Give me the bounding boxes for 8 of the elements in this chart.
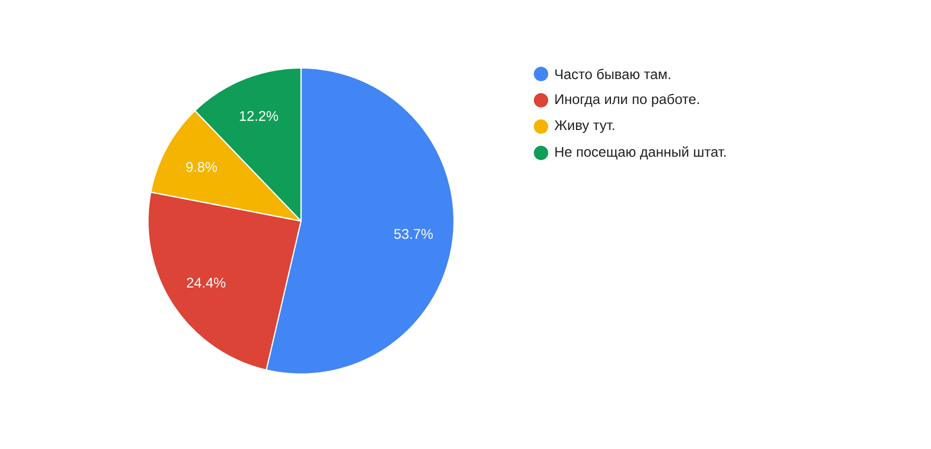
data-label: 24.4% <box>186 278 226 288</box>
data-label: 53.7% <box>394 228 433 239</box>
legend-label: Не посещаю данный штат. <box>555 146 726 160</box>
data-label: 12.2% <box>240 111 278 121</box>
data-label: 9.8% <box>186 162 217 172</box>
legend-label: Иногда или по работе. <box>555 94 699 107</box>
legend-label: Часто бываю там. <box>555 68 670 80</box>
legend-label: Живу тут. <box>554 120 614 133</box>
